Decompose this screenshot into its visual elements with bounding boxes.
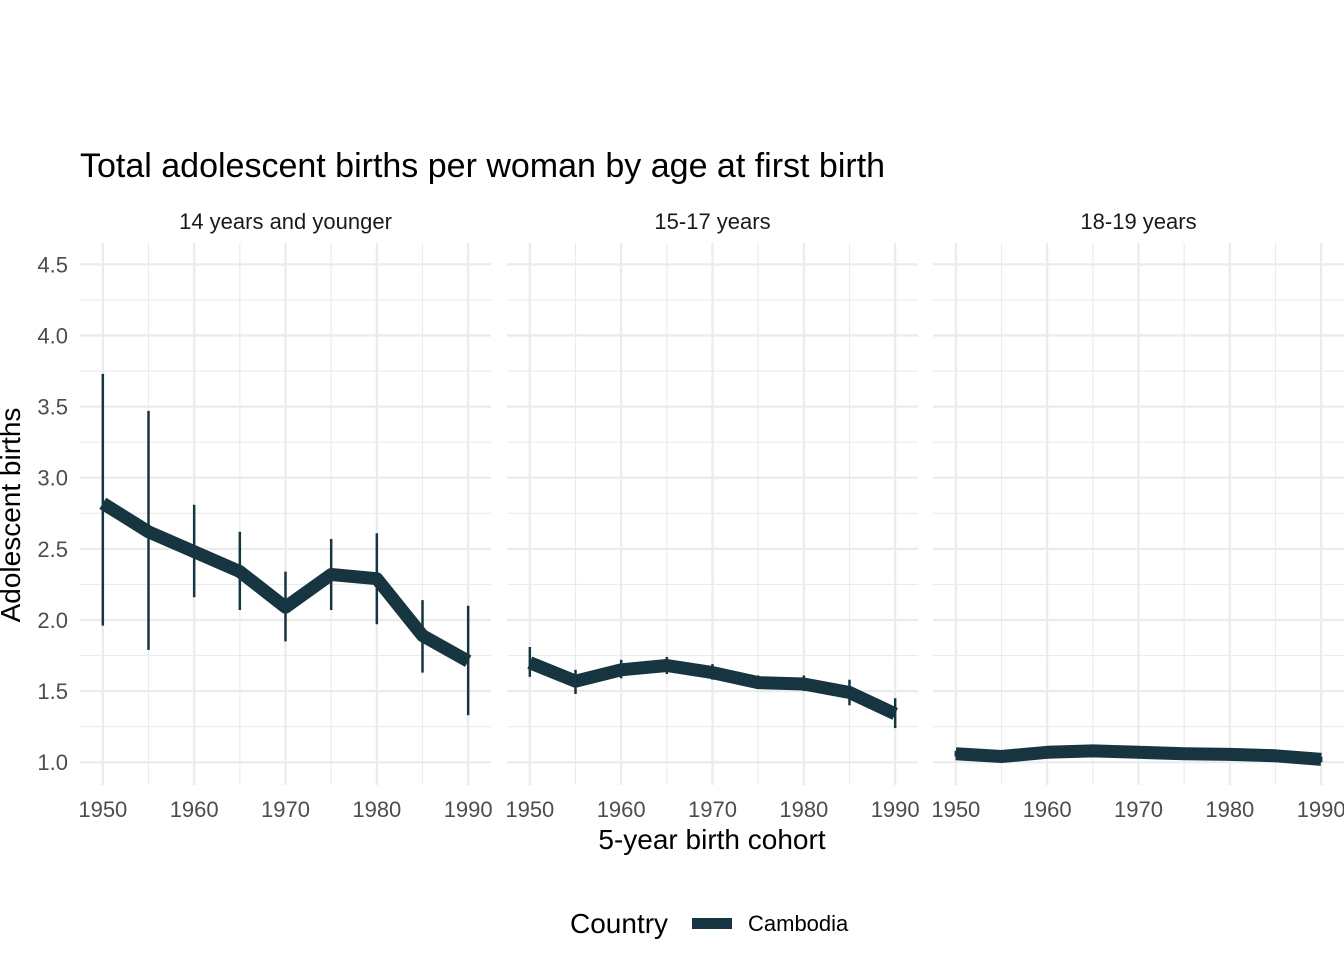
- legend-label-cambodia: Cambodia: [748, 911, 849, 936]
- data-point: [1046, 751, 1049, 754]
- data-point: [1228, 753, 1231, 756]
- data-point: [1137, 751, 1140, 754]
- x-tick-label: 1970: [688, 797, 737, 822]
- panels: 14 years and younger 1950 1960 1970 1980 1990…: [37, 209, 1344, 822]
- x-tick-label: 1970: [261, 797, 310, 822]
- x-tick-label: 1970: [1114, 797, 1163, 822]
- data-point: [528, 661, 531, 664]
- data-point: [1000, 755, 1003, 758]
- panel-2: 15-17 years 1950 1960 1970 1980 1990: [505, 209, 919, 822]
- data-point: [894, 712, 897, 715]
- data-point: [101, 502, 104, 505]
- x-tick-label: 1950: [505, 797, 554, 822]
- x-tick-label: 1960: [1023, 797, 1072, 822]
- x-tick-label: 1960: [597, 797, 646, 822]
- x-tick-label: 1980: [779, 797, 828, 822]
- data-point: [421, 634, 424, 637]
- data-point: [1320, 758, 1323, 761]
- data-point: [665, 664, 668, 667]
- panel-3: 18-19 years 1950 1960 1970 1980 1990: [931, 209, 1344, 822]
- x-tick-label: 1950: [931, 797, 980, 822]
- panel-2-strip-label: 15-17 years: [654, 209, 770, 234]
- data-point: [147, 530, 150, 533]
- data-point: [574, 680, 577, 683]
- data-point: [711, 671, 714, 674]
- panel-3-strip-label: 18-19 years: [1080, 209, 1196, 234]
- y-tick-label: 2.5: [37, 537, 68, 562]
- data-point: [757, 681, 760, 684]
- y-tick-label: 1.5: [37, 679, 68, 704]
- x-tick-label: 1980: [352, 797, 401, 822]
- data-point: [1091, 749, 1094, 752]
- data-point: [954, 752, 957, 755]
- x-axis-title: 5-year birth cohort: [598, 824, 825, 855]
- x-tick-label: 1950: [78, 797, 127, 822]
- data-point: [1183, 752, 1186, 755]
- x-tick-label: 1990: [871, 797, 920, 822]
- data-point: [467, 660, 470, 663]
- panel-1: 14 years and younger 1950 1960 1970 1980 1990…: [37, 209, 492, 822]
- legend: Country Cambodia: [570, 908, 849, 939]
- data-point: [620, 668, 623, 671]
- y-tick-label: 3.5: [37, 395, 68, 420]
- data-point: [238, 570, 241, 573]
- y-tick-label: 3.0: [37, 466, 68, 491]
- data-point: [284, 606, 287, 609]
- y-tick-label: 2.0: [37, 608, 68, 633]
- legend-key-cambodia: [692, 918, 732, 929]
- data-point: [848, 691, 851, 694]
- x-tick-label: 1980: [1205, 797, 1254, 822]
- y-axis-title: Adolescent births: [0, 408, 26, 623]
- y-tick-label: 1.0: [37, 750, 68, 775]
- data-point: [1274, 754, 1277, 757]
- x-tick-label: 1990: [1297, 797, 1344, 822]
- data-point: [802, 682, 805, 685]
- chart-title: Total adolescent births per woman by age…: [80, 147, 885, 185]
- y-tick-label: 4.5: [37, 252, 68, 277]
- x-tick-label: 1990: [444, 797, 493, 822]
- panel-1-strip-label: 14 years and younger: [179, 209, 392, 234]
- x-tick-label: 1960: [170, 797, 219, 822]
- data-point: [330, 573, 333, 576]
- data-point: [375, 577, 378, 580]
- y-tick-label: 4.0: [37, 323, 68, 348]
- legend-title: Country: [570, 908, 668, 939]
- data-point: [193, 550, 196, 553]
